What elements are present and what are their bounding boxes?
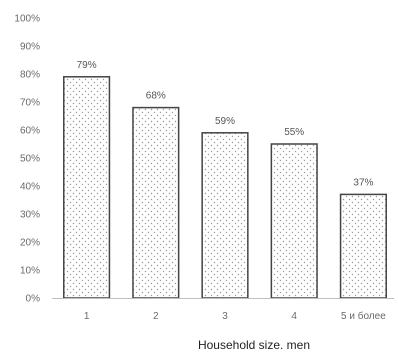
bar-2	[132, 106, 180, 299]
y-tick-label: 30%	[20, 210, 40, 221]
bars: 79% 68% 59% 55% 37%	[63, 60, 387, 299]
x-tick-label: 2	[153, 311, 159, 322]
data-label: 55%	[284, 127, 304, 138]
y-axis: 0% 10% 20% 30% 40% 50% 60% 70% 80% 90% 100%	[14, 14, 40, 305]
x-tick-label: 5 и более	[341, 310, 386, 322]
x-axis: 1 2 3 4 5 и более	[52, 298, 394, 322]
data-label: 79%	[77, 60, 97, 71]
x-tick-label: 1	[84, 311, 90, 322]
x-tick-label: 4	[291, 311, 297, 322]
y-tick-label: 100%	[14, 14, 40, 25]
y-tick-label: 0%	[26, 294, 41, 305]
y-tick-label: 70%	[20, 98, 40, 109]
y-tick-label: 40%	[20, 182, 40, 193]
data-label: 68%	[146, 91, 166, 102]
bar-3	[201, 132, 249, 299]
x-tick-label: 3	[222, 311, 228, 322]
y-tick-label: 80%	[20, 70, 40, 81]
bar-1	[63, 76, 111, 299]
bar-5-и-более	[339, 193, 387, 299]
bar-4	[270, 143, 318, 299]
x-axis-title: Household size. men	[198, 338, 310, 352]
data-label: 59%	[215, 116, 235, 127]
y-tick-label: 10%	[20, 266, 40, 277]
data-label: 37%	[353, 177, 373, 188]
y-tick-label: 90%	[20, 42, 40, 53]
y-tick-label: 20%	[20, 238, 40, 249]
y-tick-label: 60%	[20, 126, 40, 137]
y-tick-label: 50%	[20, 154, 40, 165]
